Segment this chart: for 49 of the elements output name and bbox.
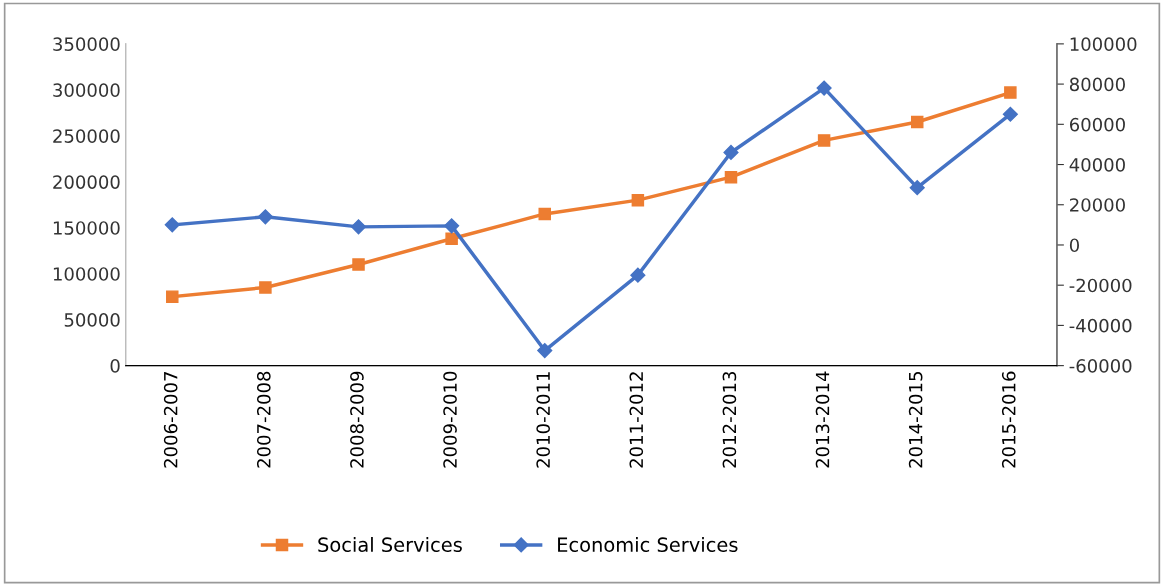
- point: [166, 290, 179, 303]
- y2-tick-label: 80000: [1069, 77, 1125, 92]
- point: [352, 258, 365, 271]
- point: [1004, 86, 1017, 99]
- y2-tick-label: 100000: [1070, 37, 1137, 51]
- point: [445, 232, 458, 246]
- y-tick-label: 350000: [53, 37, 120, 51]
- x-tick-label: 2007-2008: [256, 371, 271, 468]
- point: [724, 170, 738, 184]
- y-tick-label: 200000: [53, 175, 120, 189]
- x-tick-label: 2015-2016: [1001, 371, 1016, 468]
- y2-tick-label: 0: [1069, 238, 1080, 253]
- point: [631, 193, 645, 207]
- point: [444, 218, 460, 234]
- x-tick-label: 2014-2015: [908, 372, 923, 468]
- x-tick-label: 2012-2013: [722, 371, 737, 468]
- x-tick-label: 2008-2009: [350, 371, 364, 468]
- point: [630, 267, 646, 283]
- point: [164, 217, 180, 233]
- point: [350, 219, 367, 235]
- x-tick-label: 2011-2012: [629, 372, 644, 468]
- y2-tick-label: 40000: [1069, 157, 1125, 172]
- y-tick-label: 150000: [53, 221, 120, 235]
- y-tick-label: 50000: [64, 313, 120, 327]
- point: [537, 342, 553, 359]
- point: [909, 180, 925, 196]
- y-tick-label: 0: [110, 359, 120, 373]
- point: [817, 134, 831, 147]
- x-tick-label: 2010-2011: [536, 372, 550, 468]
- point: [538, 207, 552, 221]
- y-tick-label: 300000: [53, 83, 120, 97]
- point: [910, 115, 924, 129]
- y-tick-label: 250000: [53, 129, 120, 143]
- x-tick-label: 2013-2014: [815, 371, 830, 468]
- point: [723, 144, 739, 161]
- y2-tick-label: 20000: [1070, 198, 1125, 212]
- y-tick-label: 100000: [53, 267, 120, 281]
- y2-tick-label: 60000: [1069, 117, 1125, 132]
- point: [259, 281, 272, 294]
- legend-label: Economic Services: [558, 536, 738, 553]
- x-tick-label: 2006-2007: [163, 372, 178, 468]
- y2-tick-label: -40000: [1069, 318, 1132, 333]
- y2-tick-label: -60000: [1069, 359, 1132, 373]
- x-tick-label: 2009-2010: [443, 371, 457, 468]
- legend-label: Social Services: [318, 536, 462, 553]
- point: [257, 209, 273, 225]
- point: [1002, 106, 1018, 122]
- point: [816, 80, 832, 96]
- y2-tick-label: -20000: [1069, 278, 1132, 293]
